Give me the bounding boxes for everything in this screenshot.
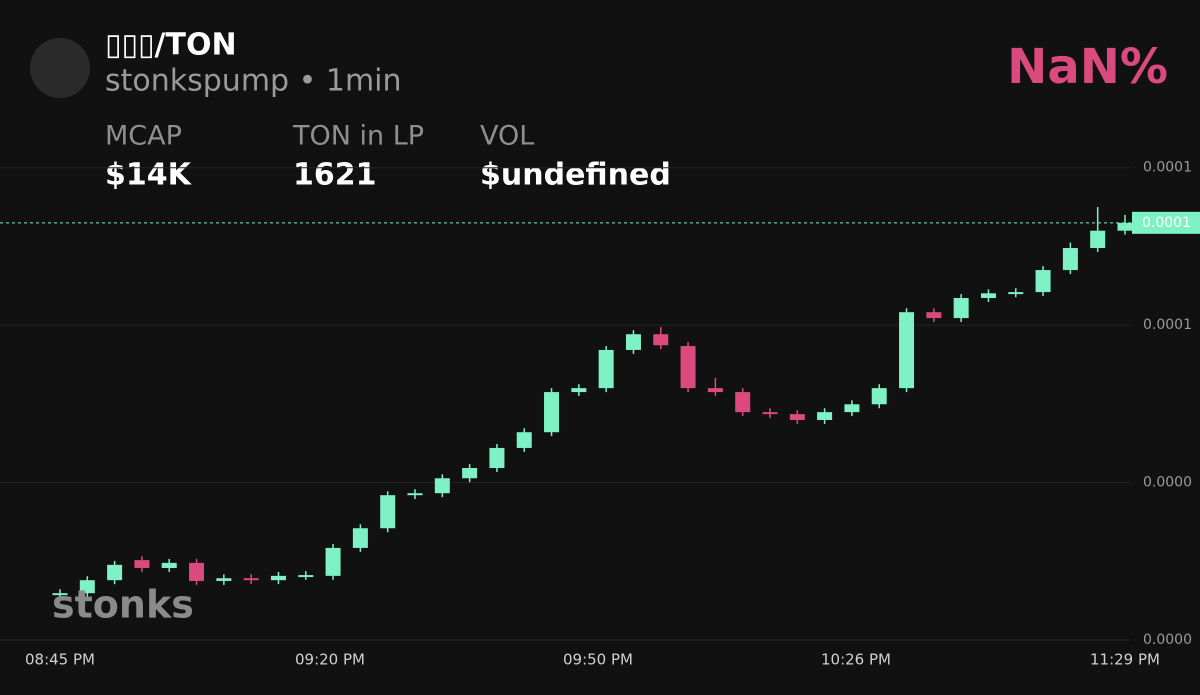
x-tick-label: 10:26 PM: [821, 651, 891, 669]
change: NaN%: [1007, 39, 1168, 95]
candle-body: [380, 495, 396, 529]
candle-body: [1008, 292, 1024, 295]
candle-body: [161, 562, 177, 568]
stat-label: VOL: [480, 121, 534, 152]
candle-body: [953, 298, 969, 319]
candle-body: [926, 312, 942, 319]
y-tick-label: 0.0001: [1143, 160, 1192, 176]
candle-body: [52, 593, 68, 596]
candle-body: [298, 575, 314, 578]
candle-body: [79, 580, 95, 594]
title: ▯▯▯/TON: [105, 28, 237, 63]
candle-body: [598, 349, 614, 389]
candle-body: [243, 578, 259, 581]
candle-body: [653, 334, 669, 346]
candle-body: [817, 412, 833, 421]
candle-body: [625, 334, 641, 350]
stat-value: $14K: [105, 158, 193, 193]
stat-label: MCAP: [105, 121, 182, 152]
last-price-box: [1132, 211, 1200, 234]
candle-body: [1035, 270, 1051, 293]
candle-body: [680, 346, 696, 389]
candle-body: [1117, 222, 1133, 231]
watermark: stonks: [52, 583, 194, 627]
candle-body: [270, 575, 286, 581]
candle-body: [735, 392, 751, 413]
candle-body: [216, 578, 232, 581]
subtitle: stonkspump • 1min: [105, 64, 402, 99]
candle-body: [189, 562, 205, 581]
y-tick-label: 0.0001: [1143, 317, 1192, 333]
candle-body: [871, 388, 887, 405]
candle-body: [899, 312, 915, 389]
candle-body: [844, 404, 860, 413]
candle-body: [325, 547, 341, 576]
plot: 0.0000 0.0000 0.0001 0.0001 08:45 PM 09:20 PM…: [0, 160, 1200, 669]
x-tick-label: 08:45 PM: [25, 651, 95, 669]
x-tick-label: 09:50 PM: [563, 651, 633, 669]
candle-body: [107, 564, 123, 581]
candle-body: [762, 412, 778, 415]
stat-value: 1621: [293, 158, 377, 193]
stat-value: $undefined: [480, 158, 671, 193]
candle-body: [462, 468, 478, 479]
candle-body: [516, 432, 532, 448]
candle-body: [789, 414, 805, 421]
candle-body: [434, 478, 450, 494]
candle-body: [134, 560, 150, 568]
candle-body: [407, 493, 423, 496]
candle-body: [352, 528, 368, 548]
candle-body: [707, 388, 723, 393]
candle-body: [544, 392, 560, 433]
candle-body: [1062, 248, 1078, 271]
last-price-label: 0.0001: [1142, 215, 1191, 231]
candle-body: [489, 447, 505, 469]
stat-label: TON in LP: [292, 121, 424, 152]
candle-body: [980, 293, 996, 299]
avatar: [30, 38, 90, 98]
candle-body: [1090, 230, 1106, 249]
y-tick-label: 0.0000: [1143, 475, 1192, 491]
candle-body: [571, 388, 587, 393]
y-tick-label: 0.0000: [1143, 632, 1192, 648]
x-tick-label: 09:20 PM: [295, 651, 365, 669]
x-tick-label: 11:29 PM: [1090, 651, 1160, 669]
